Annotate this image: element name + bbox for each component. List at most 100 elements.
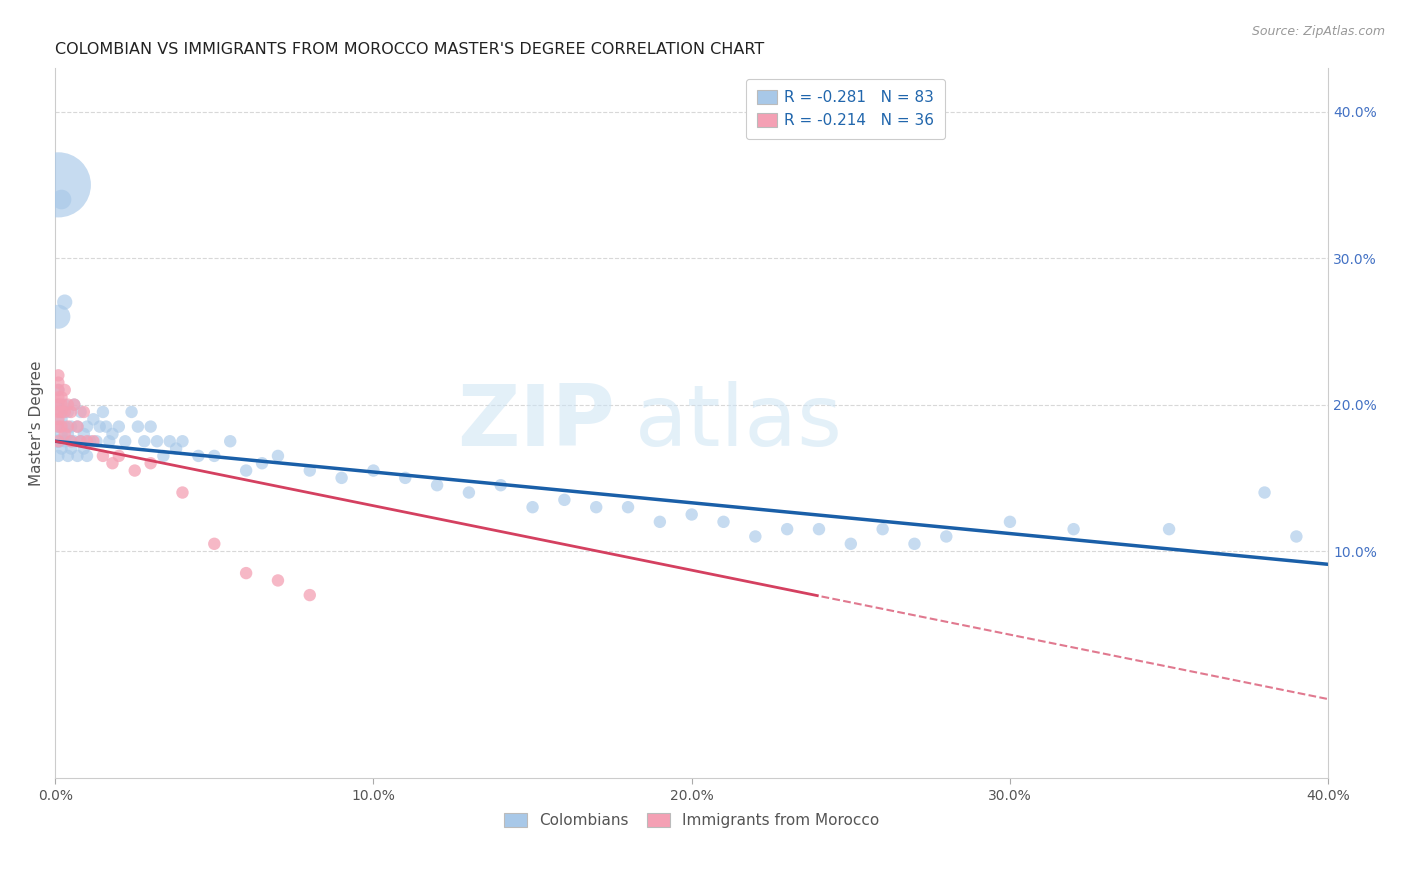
Point [66,449,89,463]
Point [165,442,187,456]
Point [51,398,73,412]
Point [1157,522,1180,536]
Point [935,529,957,543]
Point [60,434,83,449]
Point [903,537,925,551]
Point [79,434,101,449]
Point [648,515,671,529]
Point [63,398,86,412]
Point [48,449,70,463]
Point [53,295,76,310]
Point [51,390,73,404]
Point [69,434,91,449]
Point [48,434,70,449]
Point [187,449,209,463]
Point [172,485,194,500]
Point [101,456,124,470]
Point [839,537,862,551]
Point [744,529,766,543]
Point [91,449,114,463]
Y-axis label: Master's Degree: Master's Degree [30,360,44,485]
Point [617,500,640,515]
Text: atlas: atlas [634,382,842,465]
Point [66,419,89,434]
Point [82,412,104,426]
Point [522,500,544,515]
Point [98,434,121,449]
Point [998,515,1021,529]
Point [250,456,273,470]
Point [76,419,98,434]
Point [56,419,79,434]
Point [1063,522,1085,536]
Point [76,449,98,463]
Point [66,419,89,434]
Point [139,456,162,470]
Point [146,434,169,449]
Point [48,398,70,412]
Point [134,434,156,449]
Point [73,442,96,456]
Point [82,434,104,449]
Point [48,368,70,383]
Point [63,398,86,412]
Point [1285,529,1308,543]
Point [235,566,257,580]
Point [48,383,70,397]
Text: Source: ZipAtlas.com: Source: ZipAtlas.com [1251,25,1385,38]
Point [298,464,321,478]
Point [713,515,735,529]
Point [51,193,73,207]
Point [51,412,73,426]
Point [51,426,73,441]
Point [152,449,174,463]
Point [53,419,76,434]
Point [60,419,83,434]
Point [108,419,131,434]
Point [585,500,607,515]
Point [53,426,76,441]
Point [76,434,98,449]
Point [298,588,321,602]
Point [124,464,146,478]
Point [73,405,96,419]
Point [159,434,181,449]
Point [53,398,76,412]
Point [56,405,79,419]
Point [60,434,83,449]
Point [56,449,79,463]
Point [776,522,799,536]
Point [681,508,703,522]
Point [89,419,111,434]
Point [489,478,512,492]
Point [48,310,70,324]
Point [51,442,73,456]
Point [121,405,143,419]
Point [172,434,194,449]
Point [139,419,162,434]
Point [51,405,73,419]
Point [267,449,290,463]
Point [458,485,481,500]
Point [48,419,70,434]
Point [394,471,416,485]
Text: ZIP: ZIP [457,382,616,465]
Point [114,434,136,449]
Point [56,398,79,412]
Point [53,383,76,397]
Point [53,434,76,449]
Point [48,398,70,412]
Point [553,492,575,507]
Point [363,464,385,478]
Point [91,405,114,419]
Point [51,405,73,419]
Point [48,434,70,449]
Point [872,522,894,536]
Point [69,434,91,449]
Point [48,412,70,426]
Point [48,383,70,397]
Point [51,419,73,434]
Point [219,434,242,449]
Point [108,449,131,463]
Point [60,442,83,456]
